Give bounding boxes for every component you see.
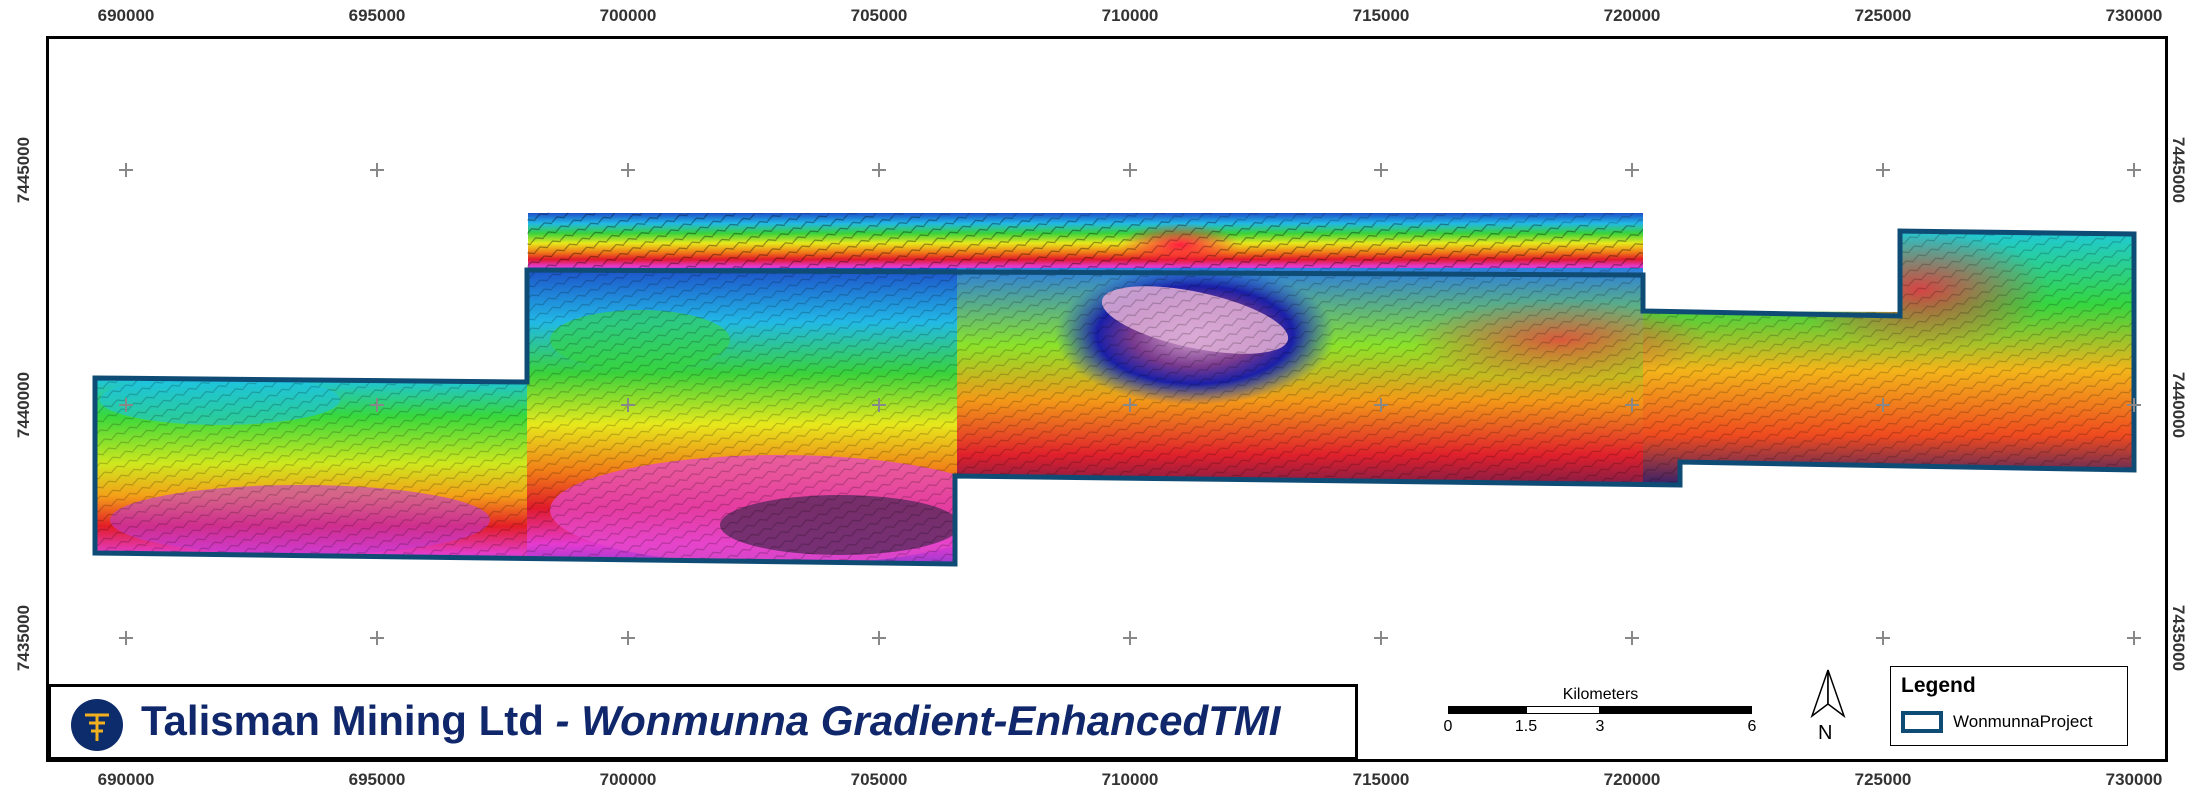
easting-label: 690000: [97, 770, 155, 789]
graticule-cross: [1374, 163, 1388, 177]
graticule-cross: [1123, 631, 1137, 645]
easting-label: 710000: [1101, 770, 1159, 789]
scale-label: 1.5: [1514, 718, 1538, 735]
scale-label: 3: [1595, 718, 1605, 735]
easting-label: 690000: [97, 6, 155, 25]
easting-label: 710000: [1101, 6, 1159, 25]
graticule-cross: [621, 398, 635, 412]
easting-label: 700000: [599, 6, 657, 25]
company-logo-icon: [71, 699, 123, 751]
scale-unit-label: Kilometers: [1562, 686, 1639, 703]
scale-bar: Kilometers 0 1.5 3 6: [1444, 686, 1757, 746]
graticule-cross: [1123, 163, 1137, 177]
north-label: N: [1818, 722, 1833, 744]
easting-label: 695000: [348, 6, 406, 25]
graticule-cross: [370, 631, 384, 645]
easting-label: 695000: [348, 770, 406, 789]
graticule-cross: [1123, 398, 1137, 412]
easting-label: 705000: [850, 6, 908, 25]
easting-label: 715000: [1352, 770, 1410, 789]
scale-label: 6: [1747, 718, 1757, 735]
map-title: Talisman Mining Ltd - Wonmunna Gradient-…: [141, 697, 1280, 745]
graticule-cross: [621, 163, 635, 177]
wonmunna-project-boundary: [92, 228, 2137, 567]
scale-label: 0: [1443, 718, 1453, 735]
graticule-cross: [370, 398, 384, 412]
north-arrow: N: [1806, 668, 1850, 748]
graticule-cross: [119, 398, 133, 412]
graticule-cross: [2127, 631, 2141, 645]
easting-label: 715000: [1352, 6, 1410, 25]
legend-title: Legend: [1901, 674, 1976, 697]
scale-segment: [1526, 706, 1600, 714]
graticule-cross: [1374, 398, 1388, 412]
graticule-cross: [872, 631, 886, 645]
graticule-cross: [1625, 631, 1639, 645]
graticule-cross: [1625, 398, 1639, 412]
map-frame: [46, 36, 2168, 762]
graticule-cross: [2127, 163, 2141, 177]
easting-label: 720000: [1603, 770, 1661, 789]
graticule-cross: [119, 163, 133, 177]
graticule-cross: [872, 398, 886, 412]
graticule-cross: [1876, 398, 1890, 412]
easting-label: 730000: [2105, 770, 2163, 789]
graticule-cross: [621, 631, 635, 645]
title-separator: -: [543, 697, 582, 744]
graticule-cross: [1625, 163, 1639, 177]
legend-swatch-project: [1901, 711, 1943, 733]
graticule-cross: [119, 631, 133, 645]
graticule-cross: [872, 163, 886, 177]
easting-label: 720000: [1603, 6, 1661, 25]
scale-segment: [1448, 706, 1526, 714]
map-subtitle: Wonmunna Gradient-EnhancedTMI: [581, 697, 1281, 744]
easting-label: 700000: [599, 770, 657, 789]
north-arrow-icon: [1810, 669, 1846, 719]
company-name: Talisman Mining Ltd: [141, 697, 544, 744]
legend-label-project: WonmunnaProject: [1953, 712, 2093, 731]
graticule-cross: [1374, 631, 1388, 645]
easting-label: 725000: [1854, 770, 1912, 789]
legend: Legend WonmunnaProject: [1890, 666, 2128, 746]
graticule-cross: [2127, 398, 2141, 412]
map-title-block: Talisman Mining Ltd - Wonmunna Gradient-…: [48, 684, 1358, 760]
graticule-cross: [1876, 631, 1890, 645]
scale-segment: [1600, 706, 1752, 714]
easting-label: 705000: [850, 770, 908, 789]
easting-label: 725000: [1854, 6, 1912, 25]
graticule-cross: [1876, 163, 1890, 177]
graticule-cross: [370, 163, 384, 177]
easting-label: 730000: [2105, 6, 2163, 25]
